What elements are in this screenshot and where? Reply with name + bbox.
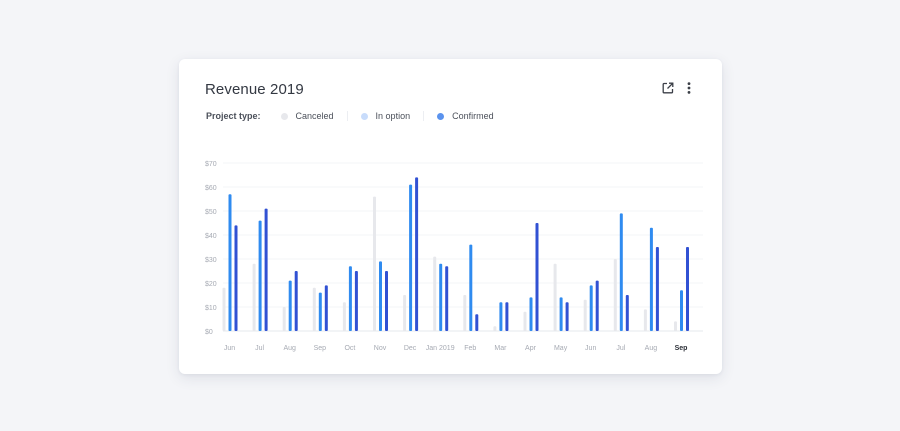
bar-canceled bbox=[433, 256, 437, 331]
bar-in-option bbox=[228, 194, 232, 331]
x-tick-label: Aug bbox=[645, 345, 658, 352]
legend: Project type: Canceled In option Confirm… bbox=[206, 111, 520, 121]
y-tick-label: $50 bbox=[205, 209, 217, 216]
x-tick-label: Aug bbox=[283, 345, 296, 352]
bar-canceled bbox=[674, 321, 677, 331]
bar-canceled bbox=[342, 302, 346, 331]
bar-canceled bbox=[583, 299, 587, 331]
bar-confirmed bbox=[595, 280, 599, 331]
bar-in-option bbox=[469, 244, 473, 331]
more-vertical-icon[interactable] bbox=[682, 81, 696, 95]
legend-text-confirmed: Confirmed bbox=[452, 111, 494, 121]
bar-confirmed bbox=[475, 314, 479, 331]
x-tick-label: Dec bbox=[404, 345, 417, 352]
card-title: Revenue 2019 bbox=[205, 81, 304, 98]
x-tick-label: Jul bbox=[255, 345, 264, 352]
bar-confirmed bbox=[686, 247, 689, 331]
revenue-card: Revenue 2019 Project type: Canceled In o… bbox=[179, 59, 722, 374]
bar-canceled bbox=[553, 263, 557, 331]
legend-dot-canceled bbox=[280, 112, 288, 120]
y-tick-label: $0 bbox=[205, 329, 213, 336]
legend-item-in-option[interactable]: In option bbox=[360, 111, 425, 121]
bar-in-option bbox=[589, 285, 593, 331]
bar-in-option bbox=[409, 184, 413, 331]
bar-in-option bbox=[649, 227, 653, 331]
card-actions bbox=[661, 81, 696, 95]
x-tick-label: Jun bbox=[585, 345, 596, 352]
bar-confirmed bbox=[264, 208, 268, 331]
x-tick-label: Sep bbox=[314, 345, 327, 352]
bar-canceled bbox=[613, 259, 617, 331]
legend-label: Project type: bbox=[206, 111, 261, 121]
y-tick-label: $60 bbox=[205, 185, 217, 192]
legend-dot-confirmed bbox=[437, 112, 445, 120]
bar-in-option bbox=[680, 290, 683, 331]
x-tick-label: Mar bbox=[494, 345, 507, 352]
x-tick-label: Oct bbox=[344, 345, 355, 352]
y-tick-label: $20 bbox=[205, 281, 217, 288]
bar-canceled bbox=[493, 326, 497, 331]
bar-confirmed bbox=[655, 247, 659, 331]
y-tick-label: $10 bbox=[205, 305, 217, 312]
bar-in-option bbox=[619, 213, 623, 331]
bar-in-option bbox=[499, 302, 503, 331]
legend-item-confirmed[interactable]: Confirmed bbox=[437, 111, 507, 121]
legend-text-in-option: In option bbox=[375, 111, 411, 121]
x-tick-label: Sep bbox=[675, 345, 688, 352]
bar-canceled bbox=[373, 196, 376, 331]
bar-in-option bbox=[318, 292, 322, 331]
bar-in-option bbox=[439, 263, 443, 331]
legend-text-canceled: Canceled bbox=[295, 111, 334, 121]
bar-confirmed bbox=[535, 223, 539, 331]
bar-canceled bbox=[252, 263, 256, 331]
x-tick-label: Apr bbox=[525, 345, 537, 352]
bar-confirmed bbox=[415, 177, 419, 331]
bar-confirmed bbox=[385, 271, 388, 331]
bar-in-option bbox=[348, 266, 352, 331]
x-tick-label: Nov bbox=[374, 345, 387, 352]
bar-canceled bbox=[463, 295, 467, 331]
y-tick-label: $70 bbox=[205, 161, 217, 168]
bar-confirmed bbox=[625, 295, 629, 331]
bar-canceled bbox=[403, 295, 407, 331]
bar-confirmed bbox=[354, 271, 358, 331]
bar-confirmed bbox=[505, 302, 509, 331]
x-tick-label: May bbox=[554, 345, 568, 352]
x-tick-label: Jul bbox=[616, 345, 625, 352]
bar-canceled bbox=[312, 287, 316, 331]
bar-confirmed bbox=[565, 302, 569, 331]
x-tick-label: Jun bbox=[224, 345, 235, 352]
bar-canceled bbox=[523, 311, 527, 331]
bar-canceled bbox=[222, 287, 226, 331]
bar-in-option bbox=[258, 220, 262, 331]
bar-in-option bbox=[529, 297, 533, 331]
bar-confirmed bbox=[294, 271, 298, 331]
legend-dot-in-option bbox=[360, 112, 368, 120]
bar-in-option bbox=[379, 261, 382, 331]
revenue-chart: $0 $10 $20 $30 $40 $50 $60 $70 Jun Jul Aug Sep Oct No… bbox=[205, 161, 703, 352]
bar-confirmed bbox=[445, 266, 449, 331]
y-tick-label: $30 bbox=[205, 257, 217, 264]
bar-in-option bbox=[288, 280, 292, 331]
legend-item-canceled[interactable]: Canceled bbox=[280, 111, 348, 121]
y-tick-label: $40 bbox=[205, 233, 217, 240]
bar-canceled bbox=[643, 309, 647, 331]
x-tick-label: Feb bbox=[464, 345, 476, 352]
bar-in-option bbox=[559, 297, 563, 331]
x-tick-label: Jan 2019 bbox=[426, 345, 455, 352]
external-link-icon[interactable] bbox=[661, 81, 675, 95]
bar-confirmed bbox=[324, 285, 328, 331]
bar-canceled bbox=[282, 307, 286, 331]
bar-confirmed bbox=[234, 225, 238, 331]
